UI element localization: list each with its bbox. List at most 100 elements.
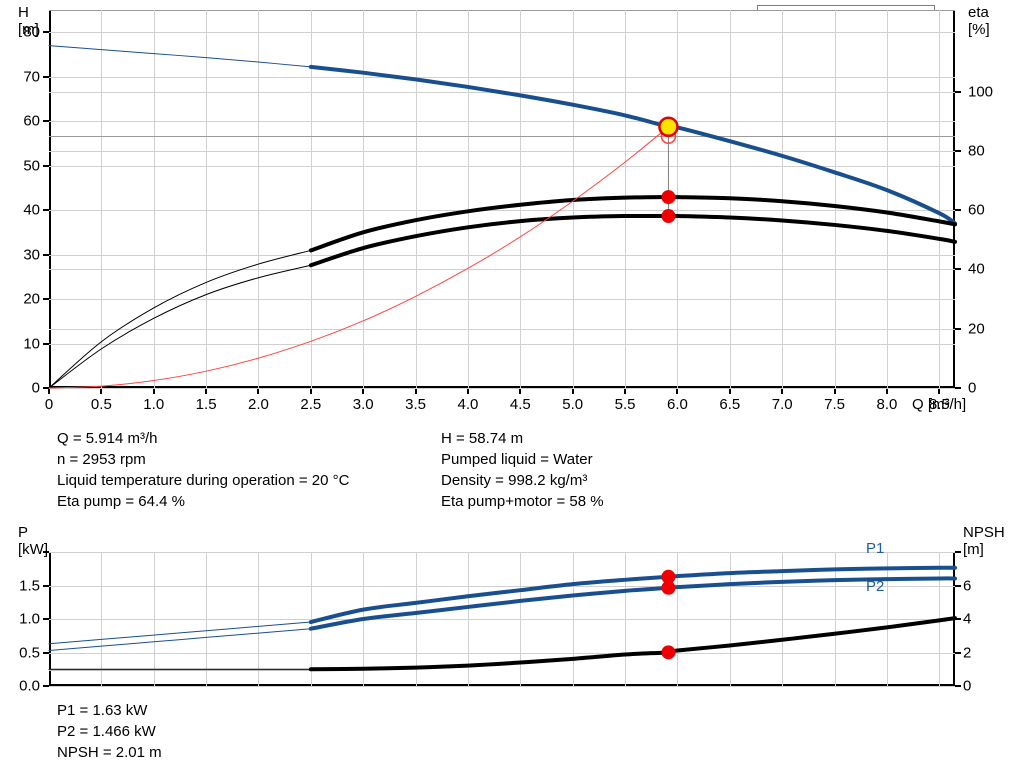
bottom-ytick-label: 1.5 — [19, 577, 40, 594]
bottom-ytick-label: 0.5 — [19, 644, 40, 661]
bottom-ytick-label: 0.0 — [19, 677, 40, 695]
top-axis-top — [49, 10, 955, 11]
eta-pump-duty-dot — [661, 190, 676, 205]
top-chart-y-right-title: eta [%] — [968, 4, 990, 38]
top-xtick-label: 8.5 — [928, 396, 950, 413]
top-gridline-h-right — [49, 328, 955, 330]
top-gridline-h-right — [49, 269, 955, 271]
top-ytick — [43, 75, 49, 78]
top-gridline-h-right — [49, 388, 955, 389]
top-xtick — [938, 388, 941, 394]
top-gridline-h — [49, 254, 955, 256]
top-xtick — [676, 388, 679, 394]
top-y2tick — [955, 327, 961, 330]
top-axis-left — [49, 10, 51, 388]
top-xtick — [414, 388, 417, 394]
top-xtick-label: 2.0 — [248, 396, 269, 413]
bottom-y2tick-label: 4 — [963, 610, 972, 628]
top-xtick-label: 5.5 — [614, 396, 636, 413]
top-gridline-h — [49, 121, 955, 123]
bottom-ytick — [43, 651, 49, 654]
npsh-duty-dot — [661, 645, 676, 660]
bottom-y2tick-label: 0 — [963, 677, 972, 695]
top-xtick — [48, 388, 50, 394]
bottom-axis-bottom — [49, 684, 955, 686]
bottom-y2tick-label: 6 — [963, 577, 972, 594]
power-info-1: P2 = 1.466 kW — [57, 723, 156, 740]
bottom-y2tick-label: 2 — [963, 644, 972, 661]
top-ytick — [43, 120, 49, 123]
top-gridline-v — [363, 10, 365, 388]
top-gridline-v — [520, 10, 522, 388]
bottom-y2tick — [955, 685, 961, 687]
top-chart-y-left-title: H [m] — [18, 4, 39, 38]
top-gridline-v — [834, 10, 836, 388]
top-y2tick-label: 80 — [968, 142, 985, 160]
duty-info-left-2: Liquid temperature during operation = 20… — [57, 472, 350, 489]
top-gridline-h — [49, 165, 955, 167]
top-gridline-v — [415, 10, 417, 388]
top-chart-curves — [48, 45, 957, 389]
top-ytick-label: 60 — [23, 112, 40, 130]
duty-info-left: Q = 5.914 m³/h n = 2953 rpm Liquid tempe… — [57, 428, 349, 512]
series-label-p2: P2 — [866, 578, 885, 595]
curve-thin-eta-pump-motor — [48, 264, 312, 389]
top-y2tick — [955, 90, 961, 93]
top-gridline-h-right — [49, 150, 955, 152]
top-ytick-label: 80 — [23, 23, 40, 41]
top-gridline-v — [467, 10, 469, 388]
top-xtick-label: 8.0 — [876, 396, 898, 413]
top-gridline-v — [782, 10, 784, 388]
curve-system-red-curve — [48, 126, 669, 389]
bottom-ytick — [43, 618, 49, 620]
top-xtick-label: 5.0 — [562, 396, 584, 413]
top-xtick-label: 6.0 — [667, 396, 688, 413]
top-gridline-v — [206, 10, 208, 388]
bottom-chart-y-left-title: P [kW] — [18, 524, 48, 558]
top-gridline-v — [310, 10, 312, 388]
top-y2tick — [955, 268, 961, 271]
top-xtick-label: 0.5 — [90, 396, 112, 413]
bottom-ytick — [43, 685, 49, 687]
top-y2tick-label: 60 — [968, 201, 985, 219]
top-xtick — [100, 388, 103, 394]
top-gridline-h — [49, 343, 955, 345]
top-ytick-label: 70 — [23, 68, 40, 86]
top-xtick — [152, 388, 155, 394]
top-xtick-label: 2.5 — [300, 396, 322, 413]
top-xtick — [571, 388, 574, 394]
duty-point-marker — [658, 116, 679, 138]
bottom-gridline-h — [49, 585, 955, 587]
top-xtick — [728, 388, 731, 394]
top-y2tick-label: 20 — [968, 320, 985, 338]
top-xtick-label: 0 — [44, 396, 54, 413]
top-gridline-v — [258, 10, 260, 388]
top-ytick — [43, 253, 49, 256]
top-xtick — [833, 388, 836, 394]
bottom-gridline-h — [49, 686, 955, 687]
top-xtick — [519, 388, 522, 394]
top-y2tick-label: 100 — [968, 83, 994, 101]
top-xtick-label: 6.5 — [719, 396, 741, 413]
top-xtick — [885, 388, 888, 394]
top-xtick-label: 1.5 — [195, 396, 217, 413]
top-y2tick — [955, 209, 961, 212]
top-gridline-v — [153, 10, 155, 388]
duty-info-right-0: H = 58.74 m — [441, 430, 524, 447]
top-ytick-label: 40 — [23, 201, 40, 219]
duty-info-right-3: Eta pump+motor = 58 % — [441, 493, 604, 510]
top-y2tick — [955, 149, 961, 152]
curve-thick-npsh — [308, 616, 957, 672]
top-y2tick-label: 40 — [968, 260, 985, 278]
top-ytick-label: 30 — [23, 246, 40, 264]
bottom-y2tick — [955, 584, 961, 587]
top-chart-x-title: Q [m³/h] — [912, 396, 967, 413]
top-gridline-v — [886, 10, 888, 388]
bottom-gridline-h — [49, 652, 955, 654]
top-xtick-label: 3.5 — [405, 396, 427, 413]
bottom-ytick-label: 1.0 — [19, 610, 40, 628]
top-ytick — [43, 209, 49, 212]
top-xtick-label: 7.5 — [824, 396, 845, 413]
top-xtick-label: 3.0 — [352, 396, 374, 413]
top-axis-bottom — [49, 386, 955, 388]
